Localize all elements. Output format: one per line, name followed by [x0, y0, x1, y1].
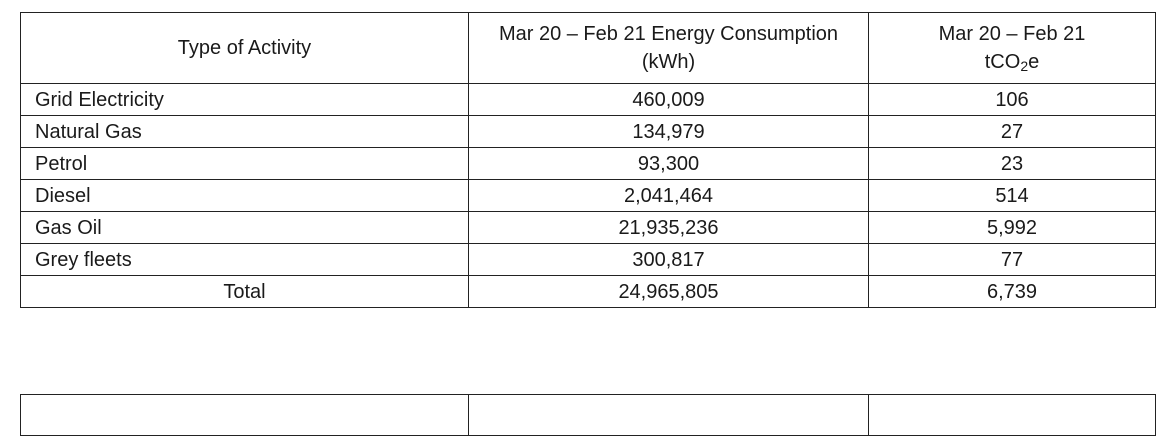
row-activity: Gas Oil [20, 211, 469, 244]
table-row: Petrol 93,300 23 [20, 147, 1156, 180]
total-label: Total [20, 275, 469, 308]
row-energy: 460,009 [468, 83, 869, 116]
table-row: Diesel 2,041,464 514 [20, 179, 1156, 212]
row-co2: 106 [868, 83, 1156, 116]
row-activity: Grey fleets [20, 243, 469, 276]
table-cell [868, 394, 1156, 436]
header-co2-unit-a: tCO [984, 50, 1021, 73]
row-energy: 300,817 [468, 243, 869, 276]
row-activity: Diesel [20, 179, 469, 212]
header-energy: Mar 20 – Feb 21 Energy Consumption (kWh) [468, 12, 869, 84]
header-row: Type of Activity Mar 20 – Feb 21 Energy … [20, 12, 1156, 84]
table-body: Grid Electricity 460,009 106 Natural Gas… [20, 83, 1156, 308]
table-cell [20, 394, 469, 436]
row-energy: 93,300 [468, 147, 869, 180]
total-row: Total 24,965,805 6,739 [20, 275, 1156, 308]
second-table-top-edge [20, 394, 1156, 436]
row-co2: 27 [868, 115, 1156, 148]
row-energy: 21,935,236 [468, 211, 869, 244]
header-co2-unit-b: e [1028, 50, 1040, 73]
total-energy: 24,965,805 [468, 275, 869, 308]
row-activity: Petrol [20, 147, 469, 180]
header-co2-period: Mar 20 – Feb 21 [938, 22, 1086, 45]
row-activity: Grid Electricity [20, 83, 469, 116]
row-energy: 2,041,464 [468, 179, 869, 212]
row-co2: 77 [868, 243, 1156, 276]
table-row: Grey fleets 300,817 77 [20, 243, 1156, 276]
header-co2: Mar 20 – Feb 21 tCO2e [868, 12, 1156, 84]
table-row: Grid Electricity 460,009 106 [20, 83, 1156, 116]
table-cell [468, 394, 869, 436]
row-co2: 23 [868, 147, 1156, 180]
header-activity: Type of Activity [20, 12, 469, 84]
row-energy: 134,979 [468, 115, 869, 148]
table-row: Gas Oil 21,935,236 5,992 [20, 211, 1156, 244]
table-header: Type of Activity Mar 20 – Feb 21 Energy … [20, 12, 1156, 84]
table-row [20, 394, 1156, 436]
table-row: Natural Gas 134,979 27 [20, 115, 1156, 148]
row-activity: Natural Gas [20, 115, 469, 148]
row-co2: 5,992 [868, 211, 1156, 244]
header-co2-unit-sub: 2 [1020, 57, 1029, 74]
row-co2: 514 [868, 179, 1156, 212]
energy-consumption-table: Type of Activity Mar 20 – Feb 21 Energy … [20, 12, 1156, 308]
total-co2: 6,739 [868, 275, 1156, 308]
